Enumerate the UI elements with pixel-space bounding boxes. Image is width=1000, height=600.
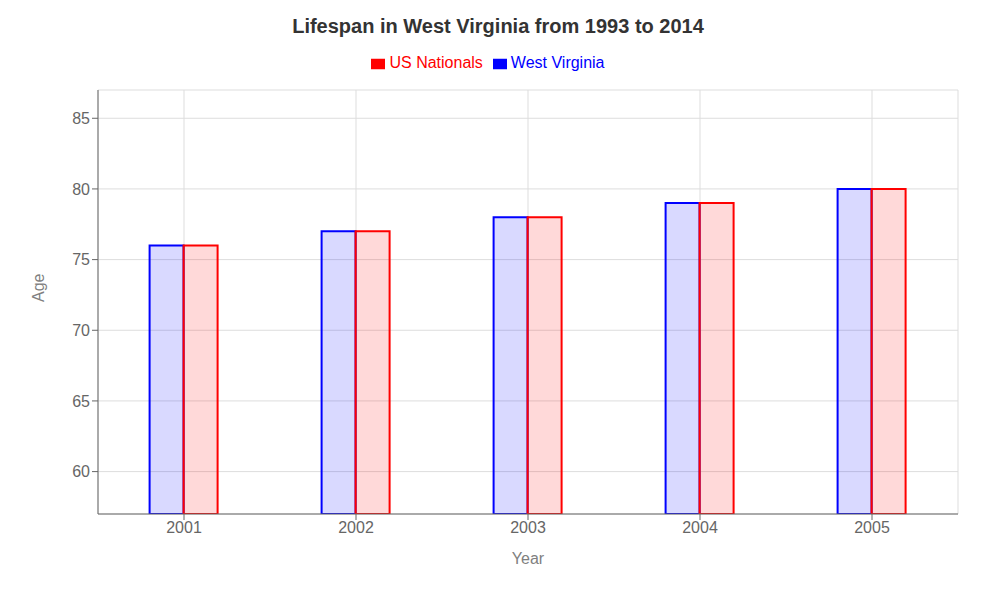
svg-text:75: 75 bbox=[72, 251, 90, 268]
svg-text:60: 60 bbox=[72, 463, 90, 480]
svg-text:80: 80 bbox=[72, 181, 90, 198]
svg-text:2004: 2004 bbox=[682, 519, 718, 536]
svg-text:2005: 2005 bbox=[854, 519, 890, 536]
svg-text:65: 65 bbox=[72, 393, 90, 410]
svg-text:2001: 2001 bbox=[166, 519, 202, 536]
html-text:West Virginia: West Virginia bbox=[510, 54, 605, 71]
svg-text:2003: 2003 bbox=[510, 519, 546, 536]
svg-text:2002: 2002 bbox=[338, 519, 374, 536]
html-text:US Nationals: US Nationals bbox=[389, 54, 483, 71]
svg-text:Age: Age bbox=[30, 273, 47, 302]
html-text:Lifespan in West Virginia from: Lifespan in West Virginia from 1993 to 2… bbox=[292, 15, 704, 37]
svg-text:85: 85 bbox=[72, 110, 90, 127]
svg-text:Year: Year bbox=[512, 550, 545, 567]
svg-text:70: 70 bbox=[72, 322, 90, 339]
